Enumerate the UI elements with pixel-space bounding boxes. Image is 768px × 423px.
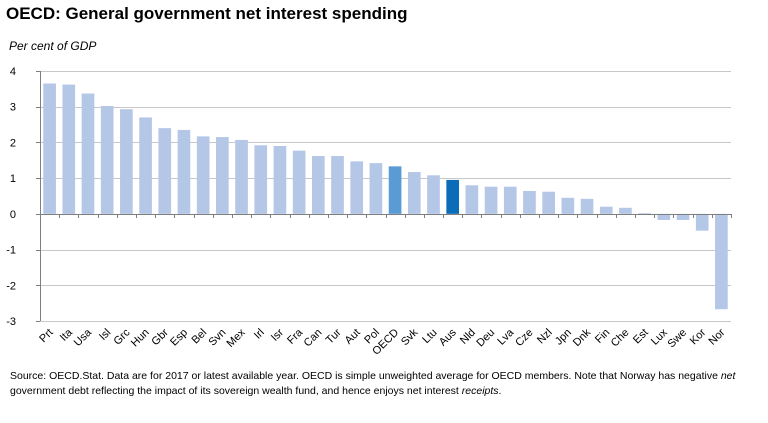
- bar-nor: [715, 213, 728, 310]
- y-tick-labels: 4 3 2 1 0 -1 -2 -3: [6, 66, 16, 328]
- y-tick-label: 1: [10, 173, 16, 185]
- y-tick-label: 0: [10, 209, 16, 221]
- bar-esp: [177, 129, 191, 214]
- x-label-isr: Isr: [269, 326, 286, 343]
- bar-isl: [100, 106, 114, 214]
- x-label-irl: Irl: [252, 327, 267, 342]
- x-label-che: Che: [609, 327, 632, 350]
- chart-title: OECD: General government net interest sp…: [6, 4, 408, 23]
- footnote-part3: .: [498, 385, 502, 397]
- bar-nld: [465, 185, 479, 214]
- x-label-mex: Mex: [224, 326, 248, 350]
- x-label-can: Can: [302, 327, 325, 350]
- x-label-dnk: Dnk: [571, 326, 594, 349]
- bar-grc: [120, 109, 133, 214]
- x-label-swe: Swe: [666, 327, 690, 351]
- y-axis-unit-label: Per cent of GDP: [9, 39, 97, 53]
- bar-pol: [369, 163, 383, 214]
- x-label-jpn: Jpn: [553, 327, 574, 348]
- x-label-svk: Svk: [399, 326, 421, 348]
- bar-aus: [446, 179, 460, 214]
- bar-deu: [484, 186, 498, 214]
- footnote-net: net: [720, 370, 736, 382]
- x-label-hun: Hun: [129, 327, 152, 350]
- x-label-kor: Kor: [688, 326, 709, 347]
- y-tick-label: 3: [10, 102, 16, 114]
- x-label-grc: Grc: [111, 326, 132, 347]
- source-footnote: Source: OECD.Stat. Data are for 2017 or …: [10, 369, 760, 399]
- bar-mex: [235, 139, 248, 214]
- y-tick-label: 2: [10, 137, 16, 149]
- x-label-est: Est: [631, 327, 651, 347]
- x-label-lva: Lva: [495, 326, 517, 348]
- bar-kor: [695, 213, 709, 231]
- bar-usa: [81, 93, 95, 214]
- x-label-gbr: Gbr: [149, 326, 171, 348]
- x-label-fra: Fra: [285, 326, 306, 347]
- gridlines: [40, 71, 731, 322]
- x-label-usa: Usa: [72, 326, 95, 349]
- bar-cze: [523, 191, 536, 214]
- bar-jpn: [561, 197, 575, 214]
- bar-svk: [407, 172, 421, 214]
- x-label-prt: Prt: [37, 327, 55, 345]
- bar-che: [619, 207, 632, 214]
- x-label-fin: Fin: [593, 327, 612, 346]
- x-label-svn: Svn: [207, 327, 229, 349]
- bar-dnk: [580, 198, 594, 214]
- bar-bel: [196, 136, 210, 214]
- x-label-nld: Nld: [458, 327, 478, 347]
- x-label-tur: Tur: [324, 326, 344, 346]
- x-label-isl: Isl: [97, 327, 113, 343]
- bar-nzl: [542, 191, 555, 214]
- footnote-part2: government debt reflecting the impact of…: [10, 385, 462, 397]
- bar-fin: [599, 206, 613, 214]
- axes: [36, 71, 732, 322]
- bar-irl: [254, 145, 268, 214]
- bar-lux: [657, 213, 671, 220]
- bar-hun: [139, 117, 152, 214]
- footnote-part1: Source: OECD.Stat. Data are for 2017 or …: [10, 370, 721, 382]
- y-tick-label: -2: [6, 280, 16, 292]
- bar-ltu: [427, 175, 440, 214]
- bar-tur: [331, 156, 344, 214]
- bar-prt: [43, 83, 56, 214]
- x-label-esp: Esp: [168, 327, 190, 349]
- x-label-ltu: Ltu: [420, 327, 439, 346]
- bar-svn: [216, 137, 229, 214]
- bar-aut: [350, 161, 364, 214]
- y-tick-label: -3: [6, 316, 16, 328]
- bar-gbr: [158, 128, 172, 214]
- x-label-cze: Cze: [513, 327, 535, 349]
- x-label-bel: Bel: [190, 327, 210, 347]
- bar-est: [638, 213, 651, 214]
- x-label-aut: Aut: [343, 327, 363, 347]
- bars: [43, 83, 728, 310]
- bar-fra: [292, 150, 306, 214]
- bar-lva: [503, 186, 517, 214]
- bar-can: [311, 156, 325, 214]
- bar-isr: [273, 146, 287, 214]
- x-label-nzl: Nzl: [535, 327, 555, 347]
- x-label-nor: Nor: [706, 326, 727, 347]
- y-tick-label: -1: [6, 245, 16, 257]
- bar-oecd: [388, 166, 402, 214]
- footnote-receipts: receipts: [461, 385, 499, 397]
- x-label-aus: Aus: [437, 326, 459, 348]
- y-tick-label: 4: [10, 66, 16, 78]
- x-label-deu: Deu: [474, 327, 497, 350]
- bar-swe: [676, 213, 690, 220]
- bar-ita: [62, 84, 76, 214]
